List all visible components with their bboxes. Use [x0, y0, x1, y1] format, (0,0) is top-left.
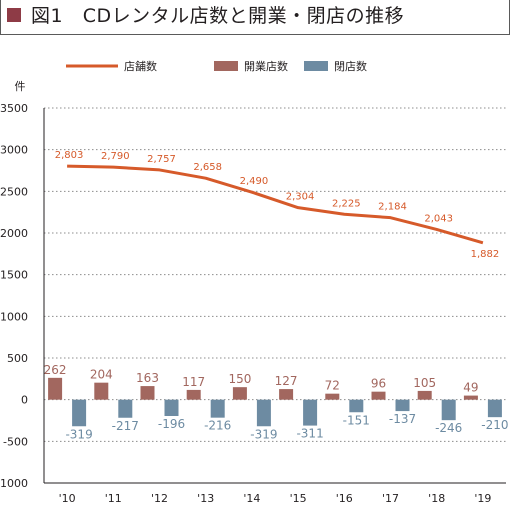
- x-tick-label: '11: [105, 492, 122, 505]
- closing-value-label: -210: [481, 418, 508, 432]
- legend-swatch-1: [214, 61, 238, 71]
- x-tick-label: '18: [428, 492, 445, 505]
- figure-number: 図1: [31, 5, 64, 27]
- store-count-label: 1,882: [471, 249, 500, 260]
- x-tick-label: '14: [243, 492, 260, 505]
- closing-value-label: -137: [389, 412, 416, 426]
- closing-bar: [487, 399, 502, 418]
- closing-value-label: -217: [112, 419, 139, 433]
- closing-value-label: -151: [343, 413, 370, 427]
- x-tick-label: '19: [474, 492, 491, 505]
- closing-bar: [441, 399, 456, 421]
- y-axis-unit-label: 件: [15, 80, 26, 93]
- opening-value-label: 105: [413, 376, 436, 390]
- opening-value-label: 49: [463, 381, 478, 395]
- closing-bar: [349, 399, 364, 413]
- figure-title-bar: 図1 CDレンタル店数と開業・閉店の推移: [0, 0, 510, 35]
- y-tick-labels: 3500 3000 2500 2000 1500 1000 500 0 -500 -1000: [0, 102, 28, 490]
- closing-value-label: -319: [250, 427, 277, 441]
- closing-bar: [72, 399, 87, 427]
- legend-label-2: 閉店数: [334, 59, 367, 73]
- legend-label-1: 開業店数: [244, 59, 288, 73]
- x-tick-label: '13: [197, 492, 214, 505]
- opening-value-label: 262: [44, 363, 67, 377]
- x-tick-label: '15: [290, 492, 307, 505]
- opening-value-label: 204: [90, 368, 113, 382]
- opening-bar: [417, 390, 432, 400]
- x-tick-label: '12: [151, 492, 168, 505]
- store-count-polyline: [67, 164, 484, 245]
- opening-bar: [48, 377, 63, 400]
- closing-bar: [164, 399, 179, 416]
- title-marker: [7, 8, 21, 22]
- y-tick-label: 500: [7, 352, 28, 365]
- x-tick-label: '10: [59, 492, 76, 505]
- closing-value-label: -246: [435, 421, 462, 435]
- y-tick-label: -1000: [0, 477, 28, 490]
- store-count-label: 2,490: [240, 176, 269, 187]
- opening-bar: [325, 393, 340, 400]
- opening-bar: [140, 386, 155, 400]
- x-tick-label: '16: [336, 492, 353, 505]
- legend: 店舗数 開業店数 閉店数: [66, 59, 367, 73]
- opening-value-label: 96: [371, 377, 386, 391]
- closing-value-label: -196: [158, 417, 185, 431]
- opening-value-label: 127: [275, 374, 298, 388]
- opening-value-label: 117: [182, 375, 205, 389]
- chart: 店舗数 開業店数 閉店数 件 350030002500200015001000500…: [0, 59, 509, 505]
- store-count-label: 2,304: [286, 192, 315, 203]
- closing-bar: [118, 399, 133, 418]
- store-count-label: 2,225: [332, 198, 361, 209]
- store-count-label: 2,790: [101, 151, 130, 162]
- closing-value-label: -319: [65, 427, 92, 441]
- store-count-label: 2,184: [378, 202, 407, 213]
- legend-swatch-2: [304, 61, 328, 71]
- store-count-label: 2,803: [55, 150, 84, 161]
- y-tick-label: 1500: [0, 269, 28, 282]
- opening-value-label: 163: [136, 371, 159, 385]
- y-tick-label: 3000: [0, 144, 28, 157]
- closing-value-label: -216: [204, 419, 231, 433]
- figure-title-text: CDレンタル店数と開業・閉店の推移: [82, 5, 405, 27]
- closing-bar: [256, 399, 271, 427]
- opening-value-label: 72: [325, 379, 340, 393]
- store-count-label: 2,658: [193, 162, 222, 173]
- x-tick-label: '17: [382, 492, 399, 505]
- y-tick-label: 3500: [0, 102, 28, 115]
- closing-bar: [303, 399, 318, 426]
- store-count-label: 2,757: [147, 154, 176, 165]
- opening-bar: [94, 382, 109, 400]
- opening-bar: [186, 389, 201, 400]
- closing-bar: [210, 399, 225, 418]
- y-tick-label: 2500: [0, 185, 28, 198]
- bars: [48, 377, 502, 427]
- closing-value-label: -311: [296, 427, 323, 441]
- opening-value-label: 150: [228, 372, 251, 386]
- store-count-label: 2,043: [424, 213, 453, 224]
- opening-bar: [232, 387, 247, 400]
- legend-label-0: 店舗数: [124, 59, 157, 73]
- y-tick-label: 1000: [0, 310, 28, 323]
- y-tick-label: 0: [21, 394, 28, 407]
- opening-bar: [371, 391, 386, 400]
- store-count-line: [67, 164, 484, 245]
- closing-bar: [395, 399, 410, 412]
- opening-bar: [279, 389, 294, 400]
- opening-bar: [463, 395, 478, 400]
- x-tick-labels: '10 '11 '12 '13 '14 '15 '16 '17 '18 '19: [59, 492, 492, 505]
- data-labels: 262 204 163 117 150 127 72 96 105 49 -319 -217 -196 -…: [44, 150, 509, 441]
- y-tick-label: -500: [3, 435, 28, 448]
- y-tick-label: 2000: [0, 227, 28, 240]
- figure-title: 図1 CDレンタル店数と開業・閉店の推移: [31, 3, 404, 29]
